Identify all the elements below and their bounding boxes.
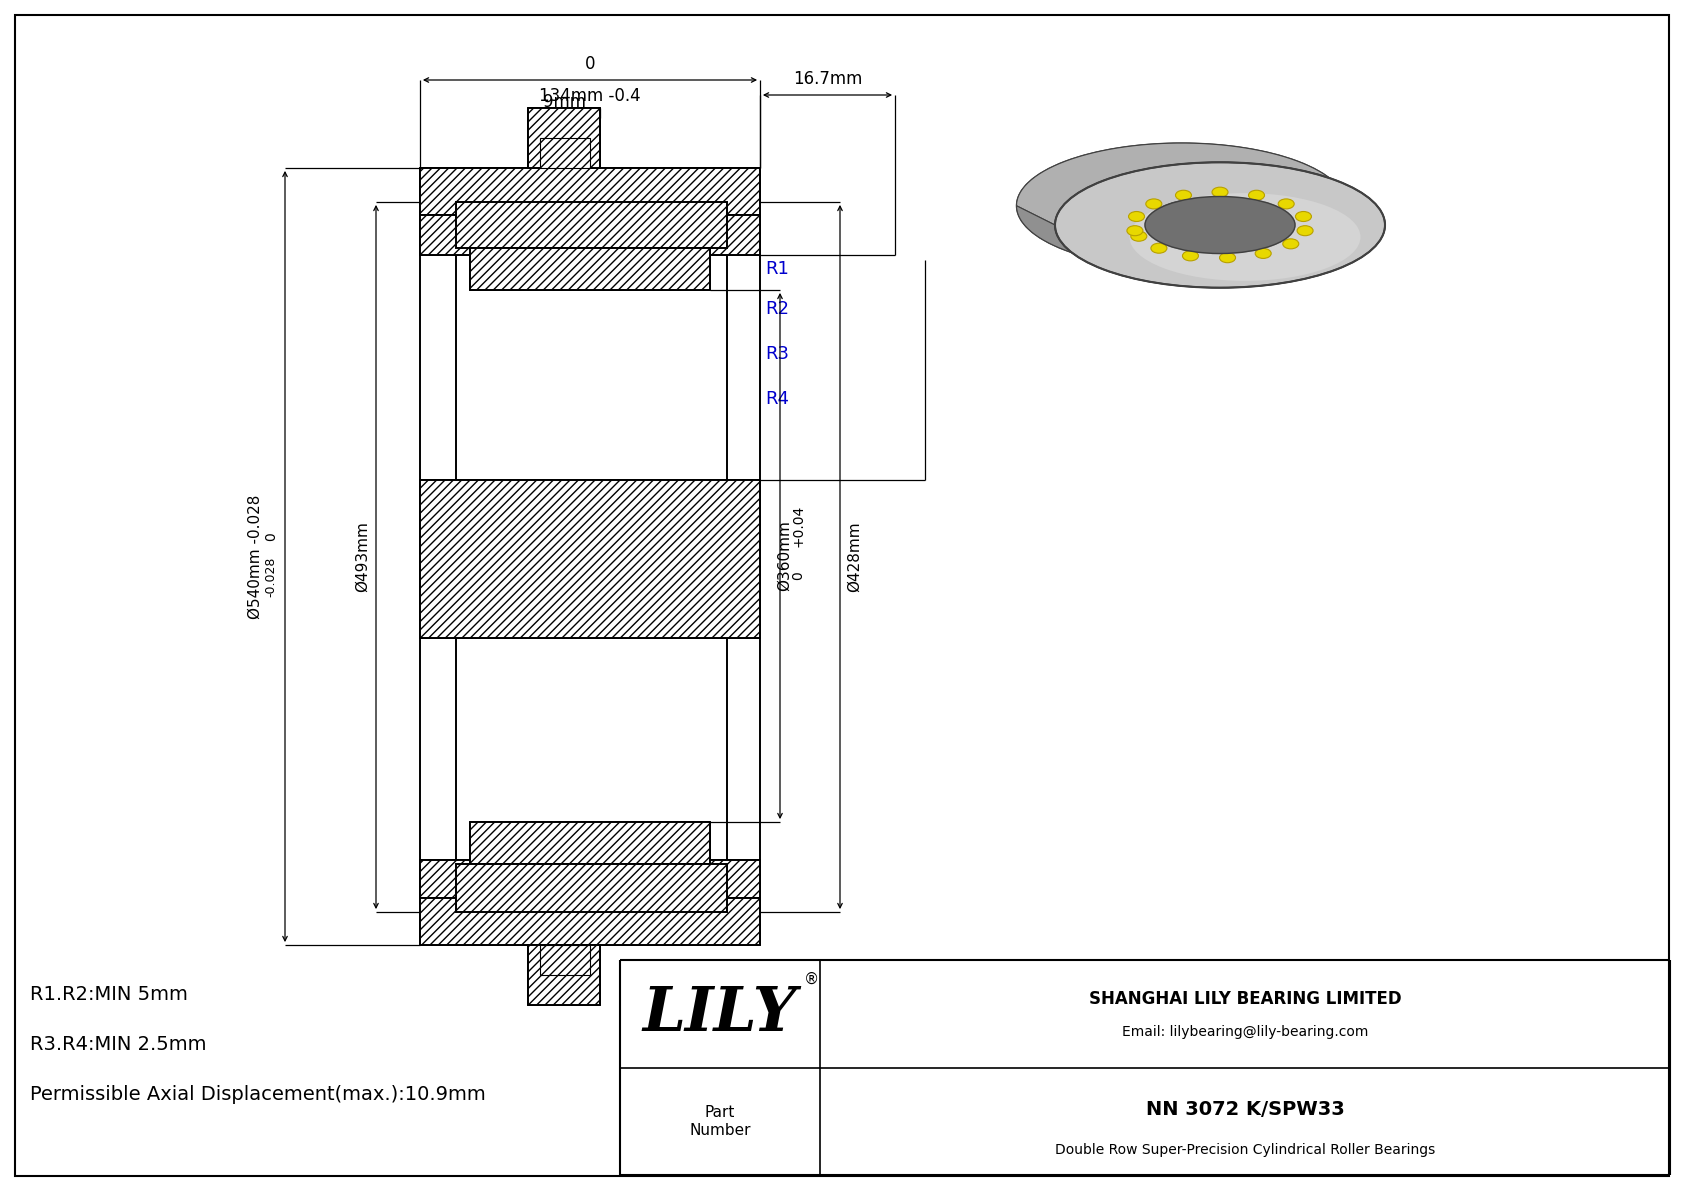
Text: Email: lilybearing@lily-bearing.com: Email: lilybearing@lily-bearing.com [1122,1025,1367,1039]
Ellipse shape [1295,212,1312,222]
Text: 0: 0 [584,55,594,73]
Text: R2: R2 [765,300,790,318]
Polygon shape [419,898,759,944]
Text: Ø428mm: Ø428mm [847,522,862,592]
Text: Ø493mm: Ø493mm [355,522,369,592]
Ellipse shape [1145,199,1162,208]
Ellipse shape [1132,231,1147,242]
Ellipse shape [1130,193,1361,281]
Ellipse shape [1175,191,1192,200]
Ellipse shape [1278,199,1295,208]
Polygon shape [470,289,711,822]
Text: ®: ® [805,972,820,987]
Ellipse shape [1127,226,1143,236]
Ellipse shape [1054,162,1384,288]
Ellipse shape [1106,177,1256,235]
Polygon shape [456,863,727,912]
Ellipse shape [1212,187,1228,198]
Ellipse shape [1248,191,1265,200]
Text: LILY: LILY [643,984,797,1045]
Polygon shape [470,822,711,863]
Polygon shape [419,480,759,638]
Polygon shape [419,638,759,860]
Ellipse shape [1297,226,1314,236]
Polygon shape [1017,206,1384,288]
Polygon shape [529,944,600,1005]
Text: 16.7mm: 16.7mm [793,70,862,88]
Text: Part
Number: Part Number [689,1105,751,1137]
Text: 9mm: 9mm [542,93,586,111]
Text: R4: R4 [765,389,790,409]
Polygon shape [541,138,589,168]
Text: 134mm -0.4: 134mm -0.4 [539,87,642,105]
Text: SHANGHAI LILY BEARING LIMITED: SHANGHAI LILY BEARING LIMITED [1088,990,1401,1008]
Text: R1.R2:MIN 5mm: R1.R2:MIN 5mm [30,985,189,1004]
Ellipse shape [1283,239,1298,249]
Polygon shape [419,168,759,216]
Polygon shape [419,255,759,480]
Ellipse shape [1150,243,1167,254]
Polygon shape [456,202,727,248]
Text: 0: 0 [791,572,805,580]
Polygon shape [419,216,759,255]
Polygon shape [529,108,600,168]
Text: +0.04: +0.04 [791,505,805,547]
Text: R3: R3 [765,345,790,363]
Text: R3.R4:MIN 2.5mm: R3.R4:MIN 2.5mm [30,1035,207,1054]
Polygon shape [1106,206,1295,254]
Text: NN 3072 K/SPW33: NN 3072 K/SPW33 [1145,1100,1344,1120]
Ellipse shape [1145,197,1295,254]
Text: Ø360mm: Ø360mm [776,520,791,592]
Text: 0: 0 [264,532,278,541]
Polygon shape [470,248,711,289]
Text: -0.028: -0.028 [264,556,278,597]
Polygon shape [419,860,759,898]
Ellipse shape [1255,249,1271,258]
Text: Permissible Axial Displacement(max.):10.9mm: Permissible Axial Displacement(max.):10.… [30,1085,485,1104]
Polygon shape [1017,143,1384,225]
Ellipse shape [1128,212,1145,222]
Polygon shape [541,944,589,975]
Text: Double Row Super-Precision Cylindrical Roller Bearings: Double Row Super-Precision Cylindrical R… [1054,1143,1435,1156]
Text: R1: R1 [765,260,788,278]
Ellipse shape [1017,143,1347,268]
Ellipse shape [1219,252,1236,263]
Text: Ø540mm -0.028: Ø540mm -0.028 [248,494,263,618]
Ellipse shape [1145,197,1295,254]
Ellipse shape [1182,251,1199,261]
